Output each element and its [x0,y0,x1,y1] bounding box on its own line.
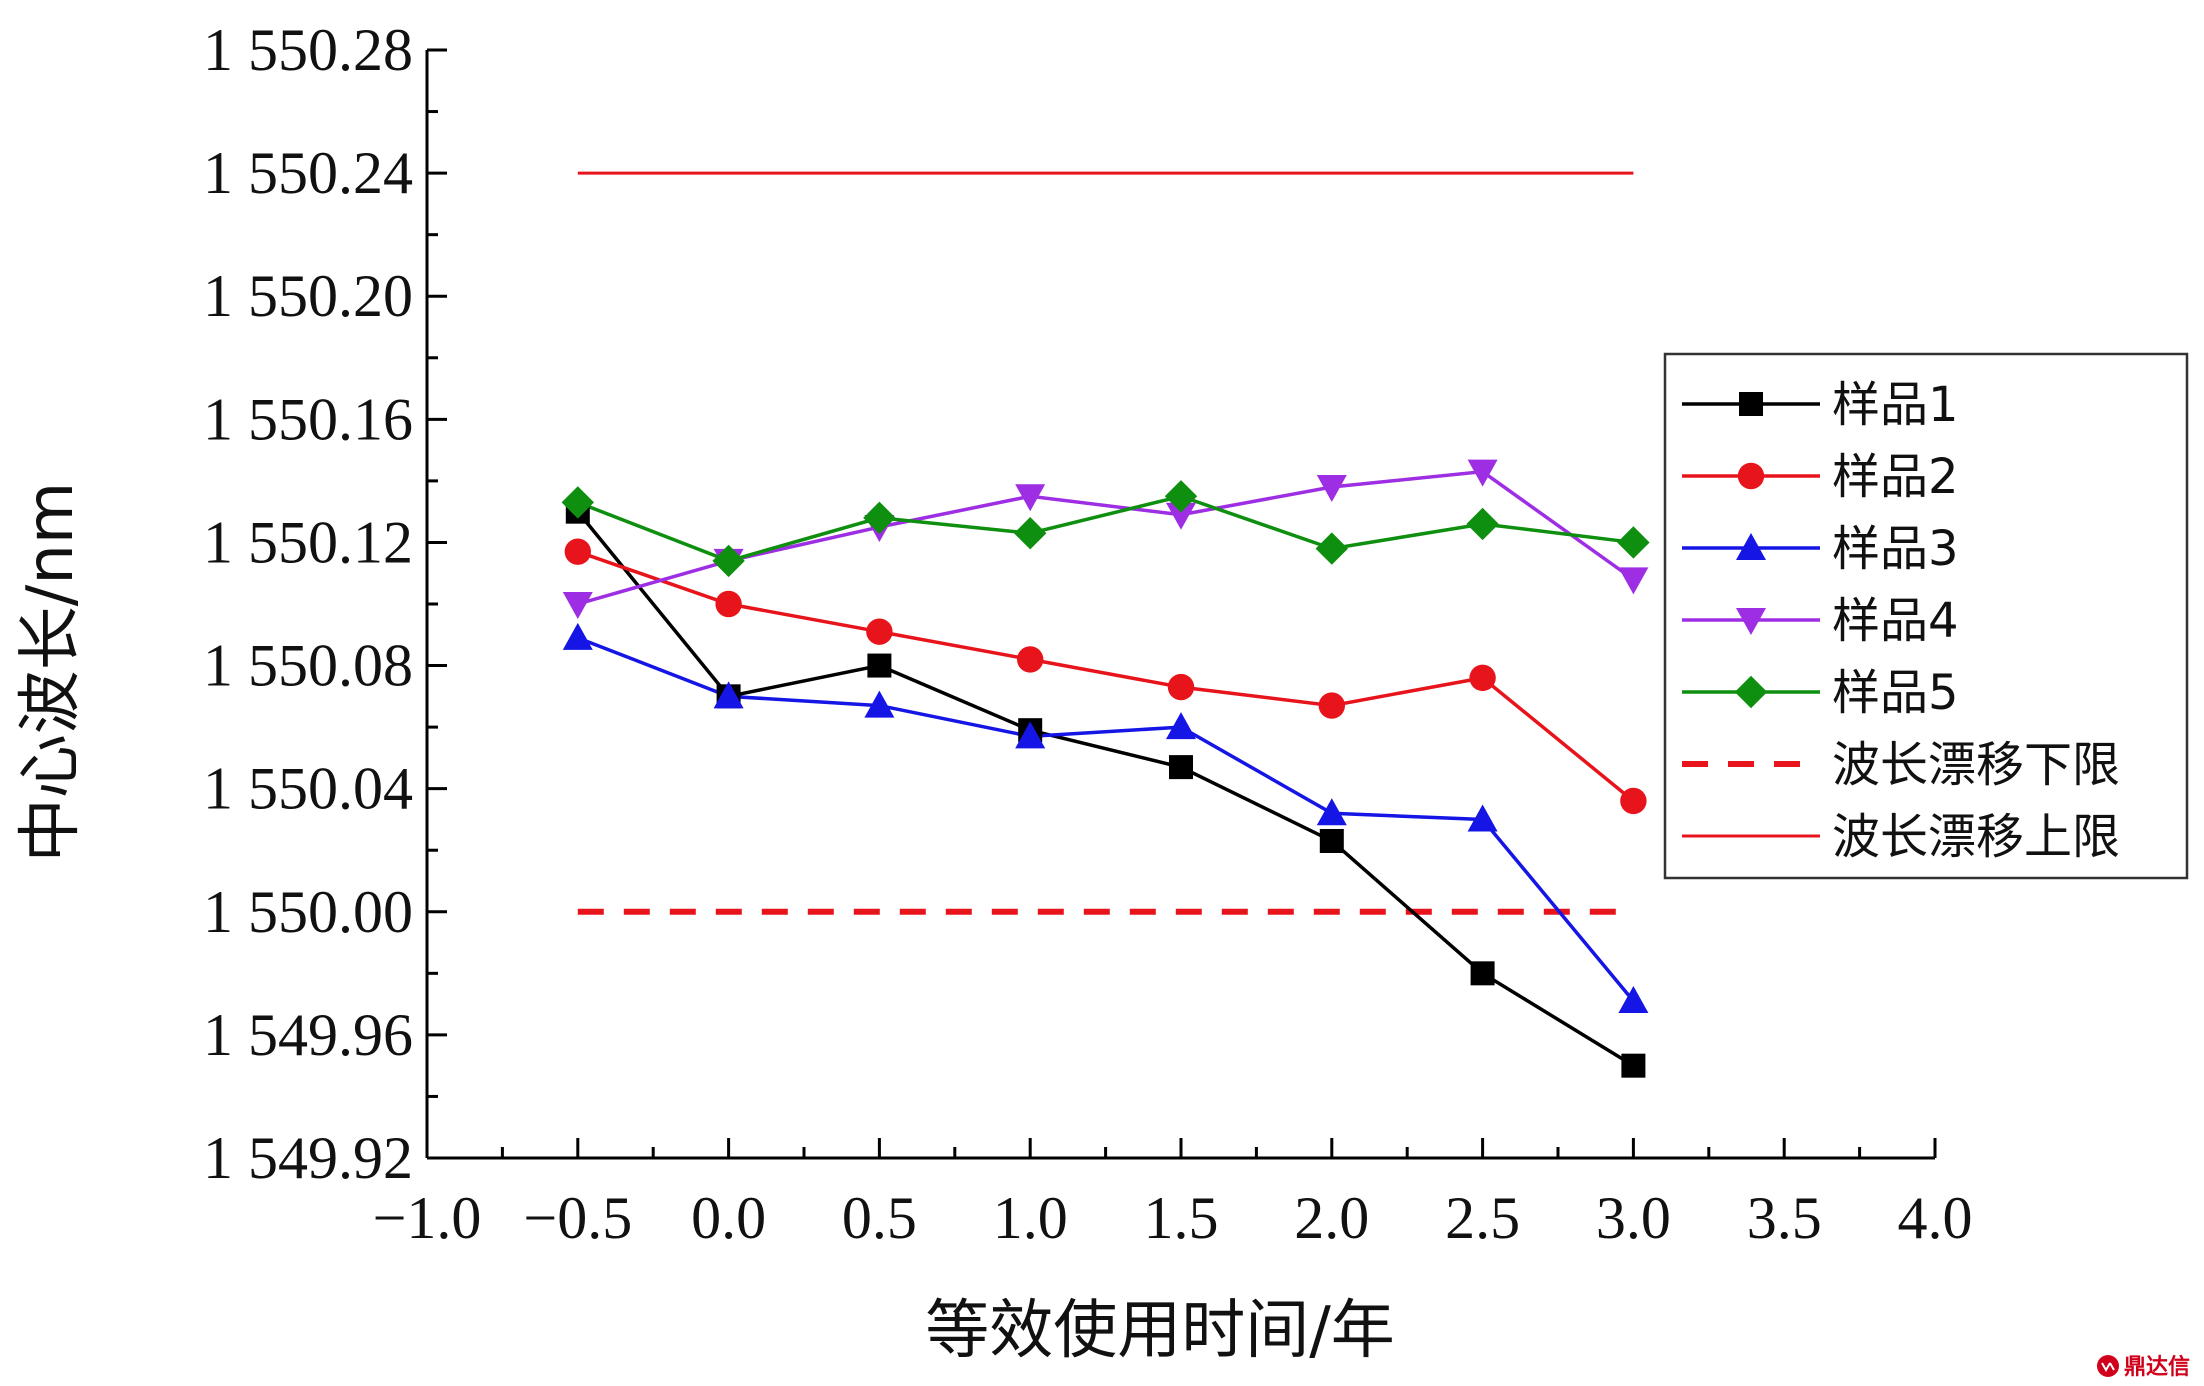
data-point-series-1 [867,653,892,678]
legend-marker [1739,392,1763,416]
data-point-series-4 [1467,459,1498,487]
series-line-2 [577,550,1635,803]
data-point-series-2 [1469,664,1496,692]
data-point-series-5 [863,501,896,535]
data-point-series-2 [1016,646,1044,673]
y-tick-label: 1 550.00 [203,879,413,945]
data-point-series-5 [1466,507,1499,541]
legend-item-2: 样品2 [1682,449,1959,505]
legend-label: 样品4 [1832,593,1959,649]
data-point-series-1 [1621,1053,1646,1078]
legend-item-6: 波长漂移下限 [1682,737,2120,793]
y-tick-label: 1 550.12 [203,509,413,575]
legend-label: 波长漂移上限 [1832,809,2120,865]
x-tick-label: 1.5 [1144,1185,1219,1251]
data-point-series-4 [1618,567,1649,595]
x-axis-title: 等效使用时间/年 [925,1294,1395,1368]
y-tick-label: 1 550.24 [203,140,413,206]
legend-marker [1736,533,1766,560]
legend-label: 样品5 [1832,665,1959,721]
data-point-series-5 [1164,480,1198,513]
legend-label: 样品1 [1832,377,1959,433]
series-line-1 [576,510,1635,1068]
data-point-series-5 [561,486,594,519]
series-lines [576,469,1635,1068]
x-tick-label: 3.0 [1596,1185,1671,1251]
data-point-series-2 [1318,692,1346,719]
data-point-series-3 [1166,712,1196,740]
x-tick-label: 4.0 [1898,1185,1973,1251]
data-point-series-5 [1014,517,1047,550]
data-point-series-2 [1620,787,1647,815]
axes: 1 549.92 1 549.96 1 550.00 1 550.04 1 550.08… [203,17,1973,1251]
data-point-series-3 [713,681,744,709]
legend-item-4: 样品4 [1682,593,1959,649]
series-markers [561,459,1650,1078]
data-point-series-2 [866,618,893,645]
data-point-series-4 [1015,484,1046,512]
series-line-4 [577,469,1635,606]
data-point-series-1 [1169,755,1193,780]
data-point-series-2 [1167,673,1195,701]
data-point-series-5 [1315,532,1348,565]
data-point-series-1 [1470,961,1495,986]
legend-label: 样品2 [1832,449,1959,505]
y-tick-label: 1 549.96 [203,1002,413,1068]
x-tick-label: 3.5 [1747,1185,1822,1251]
data-point-series-3 [562,622,593,650]
data-point-series-3 [1467,804,1498,832]
data-point-series-3 [1316,798,1347,826]
y-tick-label: 1 550.04 [203,756,413,822]
legend-label: 波长漂移下限 [1832,737,2120,793]
data-point-series-2 [564,538,591,565]
x-tick-label: 0.0 [691,1185,766,1251]
x-tick-label: −1.0 [373,1185,482,1251]
x-tick-label: 2.5 [1445,1185,1520,1251]
data-point-series-3 [1015,721,1046,749]
y-tick-label: 1 550.08 [203,633,413,699]
data-point-series-3 [1618,986,1649,1014]
data-point-series-4 [562,592,593,619]
legend-marker [1734,675,1768,709]
data-point-series-4 [1166,502,1196,530]
y-tick-label: 1 549.92 [203,1125,413,1191]
data-point-series-1 [1319,828,1344,853]
series-line-3 [577,636,1635,1003]
legend-marker [1737,462,1765,490]
reference-lines [577,171,1634,915]
legend-item-1: 样品1 [1682,377,1959,433]
series-line-5 [577,494,1634,563]
y-tick-label: 1 550.28 [203,17,413,83]
y-tick-label: 1 550.16 [203,386,413,452]
x-tick-label: 1.0 [993,1185,1068,1251]
watermark: 鼎达信 [2097,1354,2190,1380]
data-point-series-2 [715,590,742,618]
watermark-text: 鼎达信 [2124,1354,2190,1380]
data-point-series-5 [1617,526,1650,559]
legend-item-3: 样品3 [1682,521,1959,577]
x-tick-label: −0.5 [523,1185,632,1251]
x-tick-label: 2.0 [1294,1185,1369,1251]
legend-item-5: 样品5 [1682,665,1959,721]
data-point-series-4 [1316,475,1347,503]
data-point-series-5 [712,544,745,578]
data-point-series-3 [864,690,895,718]
legend-item-7: 波长漂移上限 [1682,809,2120,865]
legend-label: 样品3 [1832,521,1959,577]
x-tick-label: 0.5 [842,1185,917,1251]
y-tick-label: 1 550.20 [203,263,413,329]
legend-marker [1736,608,1766,635]
y-axis-title: 中心波长/nm [14,482,88,862]
